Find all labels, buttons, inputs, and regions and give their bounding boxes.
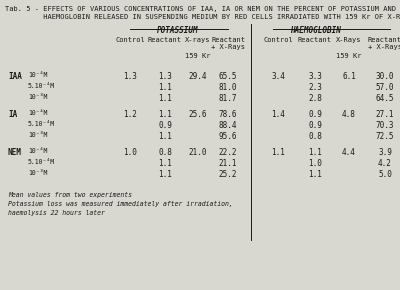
Text: 1.1: 1.1 <box>158 83 172 92</box>
Text: 78.6: 78.6 <box>219 110 237 119</box>
Text: HAEMOGLOBIN RELEASED IN SUSPENDING MEDIUM BY RED CELLS IRRADIATED WITH 159 Kr OF: HAEMOGLOBIN RELEASED IN SUSPENDING MEDIU… <box>5 14 400 20</box>
Text: 64.5: 64.5 <box>376 94 394 103</box>
Text: 1.3: 1.3 <box>123 72 137 81</box>
Text: 10⁻³M: 10⁻³M <box>28 170 47 176</box>
Text: 1.1: 1.1 <box>158 110 172 119</box>
Text: 3.4: 3.4 <box>271 72 285 81</box>
Text: 70.3: 70.3 <box>376 121 394 130</box>
Text: 10⁻⁴M: 10⁻⁴M <box>28 110 47 116</box>
Text: NEM: NEM <box>8 148 22 157</box>
Text: 0.8: 0.8 <box>308 132 322 141</box>
Text: 21.1: 21.1 <box>219 159 237 168</box>
Text: 4.2: 4.2 <box>378 159 392 168</box>
Text: Tab. 5 - EFFECTS OF VARIOUS CONCENTRATIONS OF IAA, IA OR NEM ON THE PERCENT OF P: Tab. 5 - EFFECTS OF VARIOUS CONCENTRATIO… <box>5 6 396 12</box>
Text: 4.8: 4.8 <box>342 110 356 119</box>
Text: IAA: IAA <box>8 72 22 81</box>
Text: 72.5: 72.5 <box>376 132 394 141</box>
Text: POTASSIUM: POTASSIUM <box>157 26 199 35</box>
Text: 1.1: 1.1 <box>308 148 322 157</box>
Text: X-rays: X-rays <box>185 37 211 43</box>
Text: 10⁻⁴M: 10⁻⁴M <box>28 72 47 78</box>
Text: Mean values from two experiments: Mean values from two experiments <box>8 192 132 198</box>
Text: 25.2: 25.2 <box>219 170 237 179</box>
Text: 1.1: 1.1 <box>158 94 172 103</box>
Text: 81.7: 81.7 <box>219 94 237 103</box>
Text: 10⁻³M: 10⁻³M <box>28 94 47 100</box>
Text: 1.3: 1.3 <box>158 72 172 81</box>
Text: 1.2: 1.2 <box>123 110 137 119</box>
Text: 0.9: 0.9 <box>308 110 322 119</box>
Text: Control: Control <box>263 37 293 43</box>
Text: 159 Kr: 159 Kr <box>336 53 362 59</box>
Text: Control: Control <box>115 37 145 43</box>
Text: 5.10⁻⁴M: 5.10⁻⁴M <box>28 83 55 89</box>
Text: 81.0: 81.0 <box>219 83 237 92</box>
Text: 30.0: 30.0 <box>376 72 394 81</box>
Text: 10⁻³M: 10⁻³M <box>28 132 47 138</box>
Text: 1.1: 1.1 <box>308 170 322 179</box>
Text: 25.6: 25.6 <box>189 110 207 119</box>
Text: 5.10⁻⁴M: 5.10⁻⁴M <box>28 159 55 165</box>
Text: Reactant: Reactant <box>211 37 245 43</box>
Text: IA: IA <box>8 110 17 119</box>
Text: 2.8: 2.8 <box>308 94 322 103</box>
Text: 1.1: 1.1 <box>158 132 172 141</box>
Text: Reactant: Reactant <box>148 37 182 43</box>
Text: 1.1: 1.1 <box>158 170 172 179</box>
Text: 6.1: 6.1 <box>342 72 356 81</box>
Text: 159 Kr: 159 Kr <box>185 53 211 59</box>
Text: 95.6: 95.6 <box>219 132 237 141</box>
Text: + X-Rays: + X-Rays <box>211 44 245 50</box>
Text: 0.8: 0.8 <box>158 148 172 157</box>
Text: 57.0: 57.0 <box>376 83 394 92</box>
Text: + X-Rays: + X-Rays <box>368 44 400 50</box>
Text: 1.4: 1.4 <box>271 110 285 119</box>
Text: 10⁻⁴M: 10⁻⁴M <box>28 148 47 154</box>
Text: 2.3: 2.3 <box>308 83 322 92</box>
Text: Reactant: Reactant <box>368 37 400 43</box>
Text: 65.5: 65.5 <box>219 72 237 81</box>
Text: 3.9: 3.9 <box>378 148 392 157</box>
Text: HAEMOGLOBIN: HAEMOGLOBIN <box>290 26 340 35</box>
Text: 1.0: 1.0 <box>308 159 322 168</box>
Text: 1.0: 1.0 <box>123 148 137 157</box>
Text: 4.4: 4.4 <box>342 148 356 157</box>
Text: haemolysis 22 hours later: haemolysis 22 hours later <box>8 210 105 216</box>
Text: X-Rays: X-Rays <box>336 37 362 43</box>
Text: 29.4: 29.4 <box>189 72 207 81</box>
Text: 0.9: 0.9 <box>158 121 172 130</box>
Text: 21.0: 21.0 <box>189 148 207 157</box>
Text: Potassium loss was measured immediately after irradiation,: Potassium loss was measured immediately … <box>8 201 233 207</box>
Text: 1.1: 1.1 <box>158 159 172 168</box>
Text: 27.1: 27.1 <box>376 110 394 119</box>
Text: 5.0: 5.0 <box>378 170 392 179</box>
Text: 5.10⁻⁴M: 5.10⁻⁴M <box>28 121 55 127</box>
Text: 1.1: 1.1 <box>271 148 285 157</box>
Text: 0.9: 0.9 <box>308 121 322 130</box>
Text: 88.4: 88.4 <box>219 121 237 130</box>
Text: 3.3: 3.3 <box>308 72 322 81</box>
Text: Reactant: Reactant <box>298 37 332 43</box>
Text: 22.2: 22.2 <box>219 148 237 157</box>
